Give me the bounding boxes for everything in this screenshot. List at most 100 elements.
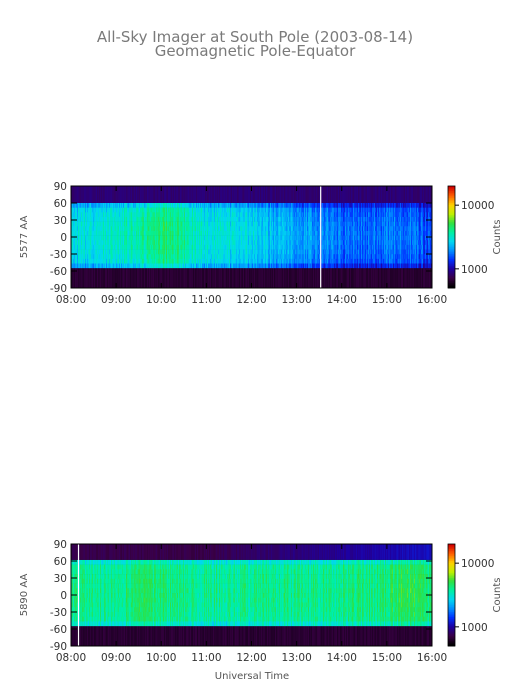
heatmap-cell (302, 216, 304, 222)
heatmap-cell (304, 240, 306, 246)
heatmap-cell (198, 230, 200, 236)
heatmap-cell (149, 207, 151, 213)
heatmap-cell (172, 203, 174, 208)
heatmap-cell (318, 212, 320, 218)
heatmap-cell (340, 186, 342, 203)
heatmap-cell (85, 212, 87, 218)
heatmap-cell (91, 263, 93, 269)
heatmap-cell (381, 216, 383, 222)
heatmap-cell (321, 226, 323, 232)
heatmap-cell (140, 221, 142, 227)
heatmap-cell (98, 258, 100, 264)
heatmap-cell (369, 249, 371, 255)
heatmap-cell (111, 221, 113, 227)
heatmap-cell (89, 254, 91, 260)
heatmap-cell (134, 240, 136, 246)
heatmap-cell (71, 186, 73, 203)
heatmap-cell (224, 226, 226, 232)
heatmap-cell (179, 249, 181, 255)
heatmap-cell (247, 263, 249, 269)
heatmap-cell (296, 249, 298, 255)
heatmap-cell (139, 230, 141, 236)
heatmap-cell (101, 221, 103, 227)
heatmap-cell (360, 249, 362, 255)
heatmap-cell (367, 221, 369, 227)
heatmap-cell (283, 226, 285, 232)
heatmap-cell (198, 240, 200, 246)
heatmap-cell (112, 244, 114, 250)
heatmap-cell (275, 186, 277, 203)
heatmap-cell (103, 216, 105, 222)
heatmap-cell (78, 212, 80, 218)
heatmap-cell (278, 249, 280, 255)
heatmap-cell (189, 221, 191, 227)
heatmap-cell (161, 263, 163, 269)
heatmap-cell (93, 226, 95, 232)
heatmap-cell (319, 207, 321, 213)
heatmap-cell (139, 268, 141, 288)
heatmap-cell (127, 254, 129, 260)
heatmap-cell (115, 186, 117, 203)
heatmap-cell (377, 240, 379, 246)
heatmap-cell (193, 216, 195, 222)
heatmap-cell (133, 186, 135, 203)
heatmap-cell (252, 268, 254, 288)
heatmap-cell (297, 216, 299, 222)
heatmap-cell (157, 263, 159, 269)
heatmap-cell (300, 221, 302, 227)
heatmap-cell (252, 226, 254, 232)
heatmap-cell (365, 235, 367, 241)
heatmap-cell (359, 249, 361, 255)
heatmap-cell (318, 249, 320, 255)
heatmap-cell (380, 254, 382, 260)
heatmap-cell (155, 226, 157, 232)
heatmap-cell (109, 186, 111, 203)
heatmap-cell (301, 207, 303, 213)
heatmap-cell (356, 258, 358, 264)
heatmap-cell (124, 258, 126, 264)
heatmap-cell (203, 249, 205, 255)
heatmap-cell (244, 235, 246, 241)
heatmap-cell (187, 240, 189, 246)
heatmap-cell (71, 254, 73, 260)
heatmap-cell (201, 240, 203, 246)
heatmap-cell (256, 258, 258, 264)
heatmap-cell (258, 212, 260, 218)
heatmap-cell (74, 249, 76, 255)
heatmap-cell (300, 244, 302, 250)
heatmap-cell (157, 221, 159, 227)
heatmap-cell (140, 216, 142, 222)
heatmap-cell (346, 235, 348, 241)
heatmap-cell (134, 268, 136, 288)
heatmap-cell (238, 249, 240, 255)
heatmap-cell (257, 235, 259, 241)
heatmap-cell (128, 221, 130, 227)
heatmap-cell (374, 207, 376, 213)
heatmap-cell (347, 186, 349, 203)
heatmap-cell (121, 244, 123, 250)
heatmap-cell (332, 186, 334, 203)
heatmap-cell (332, 268, 334, 288)
heatmap-cell (106, 203, 108, 208)
heatmap-cell (333, 230, 335, 236)
heatmap-cell (368, 240, 370, 246)
heatmap-cell (296, 235, 298, 241)
heatmap-cell (272, 244, 274, 250)
heatmap-cell (180, 186, 182, 203)
heatmap-cell (222, 249, 224, 255)
heatmap-cell (295, 212, 297, 218)
heatmap-cell (288, 258, 290, 264)
heatmap-cell (218, 230, 220, 236)
heatmap-cell (284, 226, 286, 232)
heatmap-cell (328, 263, 330, 269)
heatmap-cell (223, 235, 225, 241)
heatmap-cell (248, 203, 250, 208)
heatmap-cell (212, 226, 214, 232)
heatmap-cell (177, 216, 179, 222)
heatmap-cell (245, 207, 247, 213)
heatmap-cell (311, 244, 313, 250)
heatmap-cell (318, 268, 320, 288)
heatmap-cell (74, 254, 76, 260)
heatmap-cell (164, 212, 166, 218)
heatmap-cell (370, 258, 372, 264)
